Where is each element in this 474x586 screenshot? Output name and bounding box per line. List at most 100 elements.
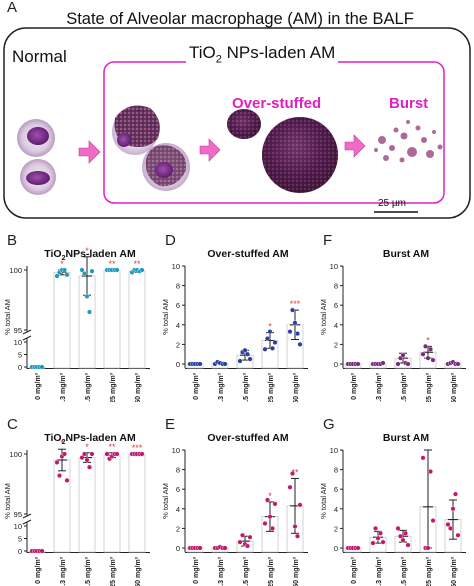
data-point [114,451,120,457]
y-tick-label: 6 [176,301,180,310]
data-point [425,545,431,551]
data-point [375,535,381,541]
y-tick-label: 0 [18,547,22,556]
laden-cell-icon [112,105,190,191]
data-point [400,537,406,543]
data-point [39,364,45,370]
chart-title: Burst AM [382,248,430,260]
y-tick-label: 8 [176,282,180,291]
data-point [430,518,436,524]
significance-label: * [268,491,272,501]
data-point [62,267,68,273]
significance-label: ** [108,442,116,452]
data-point [54,273,60,279]
chart-svg: 95 100 0 5 10% total AM 0 mg/m³ * 6.3 mg/m³ * 12.… [3,438,150,586]
y-tick-label: 95 [14,510,22,519]
data-point [62,451,68,457]
significance-label: * [426,335,430,345]
chart-title: TiO2NPs-laden AM [30,432,150,446]
data-point [242,347,248,353]
data-point [405,542,411,548]
x-tick-label: 6.3 mg/m³ [218,556,225,586]
data-point [380,360,386,366]
data-point [355,545,361,551]
y-tick-label: 6 [334,301,338,310]
data-point [239,532,245,538]
chart-panel-b: B TiO2NPs-laden AM 95 100 0 5 10% total AM 0 mg… [0,222,158,402]
x-tick-label: 12.5 mg/m³ [401,372,408,402]
bar [53,459,71,553]
y-tick-label: 10 [172,262,180,271]
x-tick-label: 50 mg/m³ [293,556,300,586]
panel-letter: G [323,416,335,433]
y-tick-label: 5 [18,535,22,544]
chart-svg: 95 100 0 5 10% total AM 0 mg/m³ * 6.3 mg/m³ * 12.… [3,246,150,402]
data-point [86,309,92,315]
chart-title-pre: TiO [44,248,62,260]
chart-panel-e: E Over-stuffed AM 0 2 4 6 8 10 % total AM 0 mg/m³… [158,406,316,586]
x-tick-label: 12.5 mg/m³ [85,556,92,586]
y-tick-label: 0 [18,363,22,372]
y-tick-label: 100 [9,266,22,275]
y-tick-label: 8 [334,282,338,291]
panel-a-title: State of Alveolar macrophage (AM) in the… [66,10,414,28]
overstuffed-cell-icon [227,109,338,193]
data-point [89,451,95,457]
burst-label: Burst [389,95,429,112]
significance-label: *** [290,299,301,309]
data-point [84,293,90,299]
chart-title: Over-stuffed AM [207,248,289,260]
data-point [81,271,87,277]
x-tick-label: 12.5 mg/m³ [243,556,250,586]
panel-a-illustration [3,27,471,219]
data-point [370,540,376,546]
data-point [64,272,70,278]
data-point [267,514,273,520]
y-tick-label: 10 [330,446,338,455]
data-point [222,545,228,551]
x-tick-label: 12.5 mg/m³ [401,556,408,586]
data-point [380,539,386,545]
chart-panel-d: D Over-stuffed AM 0 2 4 6 8 10 % total AM 0 mg/m³… [158,222,316,402]
chart-title-pre: TiO [44,432,62,444]
data-point [422,343,428,349]
data-point [262,520,268,526]
chart-title-post: NPs-laden AM [65,432,136,444]
y-tick-label: 6 [334,485,338,494]
data-point [427,469,433,475]
data-point [425,355,431,361]
x-tick-label: 25 mg/m³ [426,372,433,402]
data-point [264,497,270,503]
data-point [292,320,298,326]
panel-letter: B [7,232,18,249]
y-tick-label: 5 [18,351,22,360]
data-point [244,543,250,549]
panel-a: A State of Alveolar macrophage (AM) in t… [0,0,474,222]
y-axis-label: % total AM [319,483,328,519]
data-point [264,336,270,342]
data-point [430,357,436,363]
chart-svg: 0 2 4 6 8 10 % total AM 0 mg/m³ 6.3 mg/m³ 12.5 mg… [161,262,308,402]
x-tick-label: 50 mg/m³ [451,372,458,402]
data-point [84,457,90,463]
y-axis-label: % total AM [3,483,12,519]
y-tick-label: 8 [176,466,180,475]
overstuffed-label: Over-stuffed [232,95,322,112]
y-tick-label: 2 [334,340,338,349]
significance-label: ** [133,259,141,269]
significance-label: * [60,438,64,448]
data-point [64,477,70,483]
data-point [447,525,453,531]
x-tick-label: 6.3 mg/m³ [376,372,383,402]
x-tick-label: 50 mg/m³ [293,372,300,402]
x-tick-label: 0 mg/m³ [35,372,42,400]
data-point [292,523,298,529]
y-tick-label: 4 [176,505,180,514]
data-point [397,533,403,539]
data-point [450,506,456,512]
y-axis-label: % total AM [3,299,12,335]
x-tick-label: 25 mg/m³ [110,556,117,586]
bar [103,454,121,553]
charts-area: B TiO2NPs-laden AM 95 100 0 5 10% total AM 0 mg… [0,222,474,586]
data-point [378,530,384,536]
